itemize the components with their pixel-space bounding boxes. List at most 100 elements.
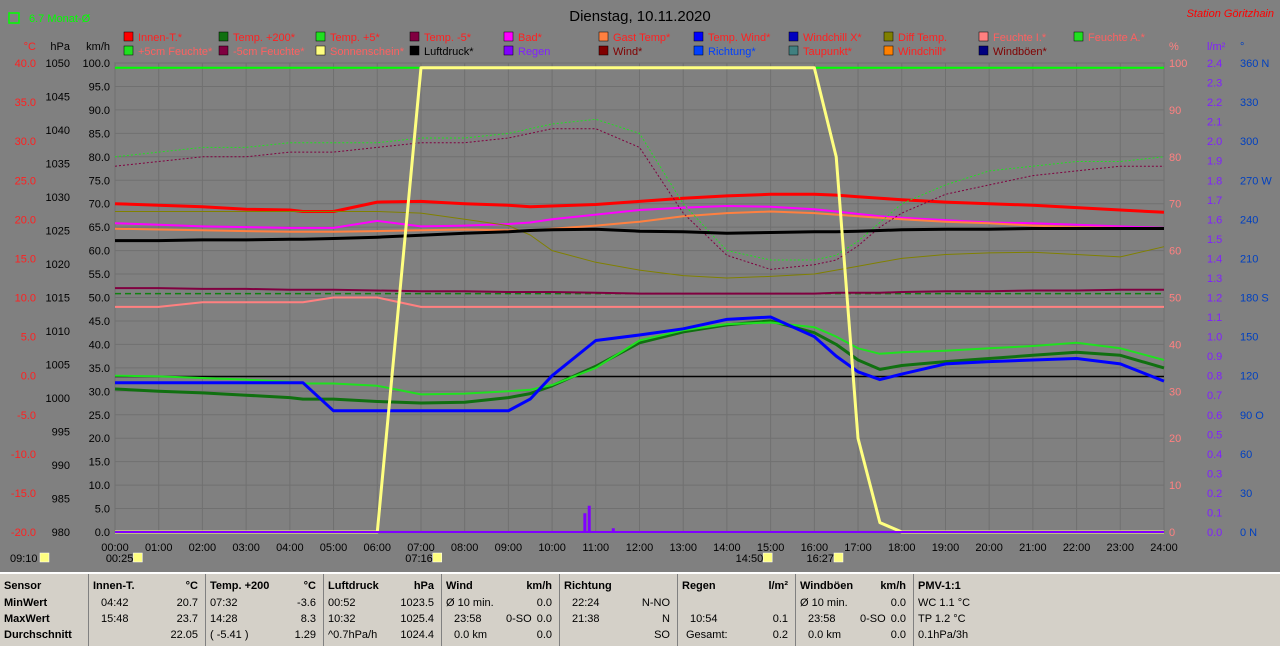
rain-bar-1 — [587, 505, 591, 532]
time-marker-label: 00:25 — [106, 553, 134, 565]
stats-boeen-avg: 0.0 — [890, 629, 906, 641]
time-tick: 13:00 — [669, 542, 697, 554]
legend2-label-4: Regen — [518, 46, 550, 58]
stats-wind-unit: km/h — [526, 580, 552, 592]
stats-richtung-avg: SO — [654, 629, 670, 641]
direction-axis-tick: 210 — [1240, 253, 1258, 265]
rain-axis-tick: 0.9 — [1207, 351, 1222, 363]
rain-axis-tick: 1.5 — [1207, 234, 1222, 246]
stats-wind-min-label: Ø 10 min. — [446, 597, 494, 609]
stats-richtung-min: N-NO — [641, 597, 670, 609]
temp-axis-tick: 10.0 — [15, 293, 36, 305]
rain-axis-tick: 1.7 — [1207, 195, 1222, 207]
series-line-5 — [114, 210, 1165, 233]
stats-richtung-header: Richtung — [564, 580, 612, 592]
wind-axis-tick: 25.0 — [89, 410, 110, 422]
time-axis: 00:00 01:00 02:00 03:00 04:00 05:00 06:00 07:00… — [10, 542, 1178, 565]
legend-label-3: Temp. -5* — [424, 32, 472, 44]
legend-label-9: Feuchte I.* — [993, 32, 1047, 44]
rain-axis-unit: l/m² — [1207, 41, 1226, 53]
time-tick: 22:00 — [1063, 542, 1091, 554]
wind-axis-tick: 30.0 — [89, 386, 110, 398]
legend-label-5: Gast Temp* — [613, 32, 671, 44]
temp-axis-tick: 15.0 — [15, 253, 36, 265]
direction-axis-tick: 300 — [1240, 136, 1258, 148]
rain-bar-0 — [583, 513, 587, 532]
rain-axis-tick: 0.2 — [1207, 488, 1222, 500]
stats-row-min: MinWert — [4, 597, 48, 609]
legend-label-6: Temp. Wind* — [708, 32, 771, 44]
stats-regen-max-time: 10:54 — [690, 613, 718, 625]
time-tick: 06:00 — [363, 542, 391, 554]
humidity-axis-unit: % — [1169, 41, 1179, 53]
rain-axis-tick: 0.3 — [1207, 468, 1222, 480]
wind-axis-tick: 15.0 — [89, 457, 110, 469]
rain-axis-tick: 0.8 — [1207, 371, 1222, 383]
grid — [114, 62, 1165, 533]
temp-axis-tick: 25.0 — [15, 175, 36, 187]
legend2-label-2: Sonnenschein* — [330, 46, 405, 58]
stats-temp200-header: Temp. +200 — [210, 580, 270, 592]
direction-axis-tick: 90 O — [1240, 410, 1264, 422]
stats-col-wind: Wind km/h Ø 10 min. 0.0 23:58 0-SO 0.0 0.0 k… — [441, 574, 560, 646]
legend-swatch-10 — [1073, 31, 1084, 42]
pressure-axis-tick: 1035 — [46, 159, 70, 171]
pressure-axis-tick: 1015 — [46, 293, 70, 305]
time-tick: 03:00 — [232, 542, 260, 554]
stats-col-temp200: Temp. +200 °C 07:32 -3.6 14:28 8.3 ( -5.41 … — [205, 574, 324, 646]
rain-axis-tick: 1.8 — [1207, 175, 1222, 187]
humidity-axis-tick: 100 — [1169, 58, 1187, 70]
stats-col-regen: Regen l/m² 10:54 0.1 Gesamt: 0.2 — [677, 574, 796, 646]
rain-axis-tick: 1.9 — [1207, 156, 1222, 168]
sun-marker-icon — [762, 552, 773, 563]
temp-axis-tick: 40.0 — [15, 58, 36, 70]
series-line-7 — [115, 211, 1165, 279]
pressure-axis-tick: 1010 — [46, 326, 70, 338]
weather-chart: 6.7 Monat-Ø Dienstag, 10.11.2020 Station… — [8, 8, 1274, 565]
wind-axis-tick: 70.0 — [89, 199, 110, 211]
wind-axis-tick: 95.0 — [89, 81, 110, 93]
temp-axis-tick: 35.0 — [15, 97, 36, 109]
time-tick: 10:00 — [538, 542, 566, 554]
direction-axis-unit: ° — [1240, 41, 1244, 53]
humidity-axis-tick: 40 — [1169, 339, 1181, 351]
temp-axis-tick: 0.0 — [21, 371, 36, 383]
direction-axis-tick: 360 N — [1240, 58, 1269, 70]
time-tick: 05:00 — [320, 542, 348, 554]
rain-bar-2 — [611, 528, 615, 532]
legend-label-0: Innen-T.* — [138, 32, 183, 44]
rain-axis-tick: 1.4 — [1207, 253, 1222, 265]
stats-richtung-max: N — [662, 613, 670, 625]
stats-regen-header: Regen — [682, 580, 716, 592]
wind-axis-tick: 65.0 — [89, 222, 110, 234]
stats-boeen-min: 0.0 — [890, 597, 906, 609]
direction-axis-tick: 120 — [1240, 371, 1258, 383]
direction-axis-tick: 270 W — [1240, 175, 1272, 187]
pressure-axis-tick: 1030 — [46, 192, 70, 204]
series-line-1 — [114, 319, 1165, 405]
legend2-swatch-4 — [503, 45, 514, 56]
stats-pmv-header: PMV-1:1 — [918, 580, 961, 592]
month-avg-icon — [8, 12, 20, 24]
wind-axis-tick: 5.0 — [95, 504, 110, 516]
legend2-swatch-5 — [598, 45, 609, 56]
rain-axis-tick: 0.5 — [1207, 429, 1222, 441]
stats-row-avg: Durchschnitt — [4, 629, 72, 641]
legend2-swatch-3 — [409, 45, 420, 56]
pressure-axis-tick: 1045 — [46, 92, 70, 104]
time-tick: 11:00 — [582, 542, 609, 554]
legend2-label-5: Wind* — [613, 46, 643, 58]
humidity-axis-tick: 50 — [1169, 293, 1181, 305]
direction-axis-tick: 180 S — [1240, 293, 1269, 305]
wind-axis-tick: 40.0 — [89, 339, 110, 351]
rain-axis-tick: 1.6 — [1207, 214, 1222, 226]
temp-axis-tick: 5.0 — [21, 332, 36, 344]
temp-axis-unit: °C — [24, 41, 36, 53]
temp-axis-tick: -15.0 — [11, 488, 36, 500]
legend-label-8: Diff Temp. — [898, 32, 947, 44]
rain-axis-tick: 0.0 — [1207, 527, 1222, 539]
stats-innen-min: 20.7 — [176, 597, 198, 609]
stats-temp200-min-time: 07:32 — [210, 597, 238, 609]
chart-title: Dienstag, 10.11.2020 — [569, 8, 711, 25]
stats-pmv-wc: WC 1.1 °C — [918, 597, 971, 609]
